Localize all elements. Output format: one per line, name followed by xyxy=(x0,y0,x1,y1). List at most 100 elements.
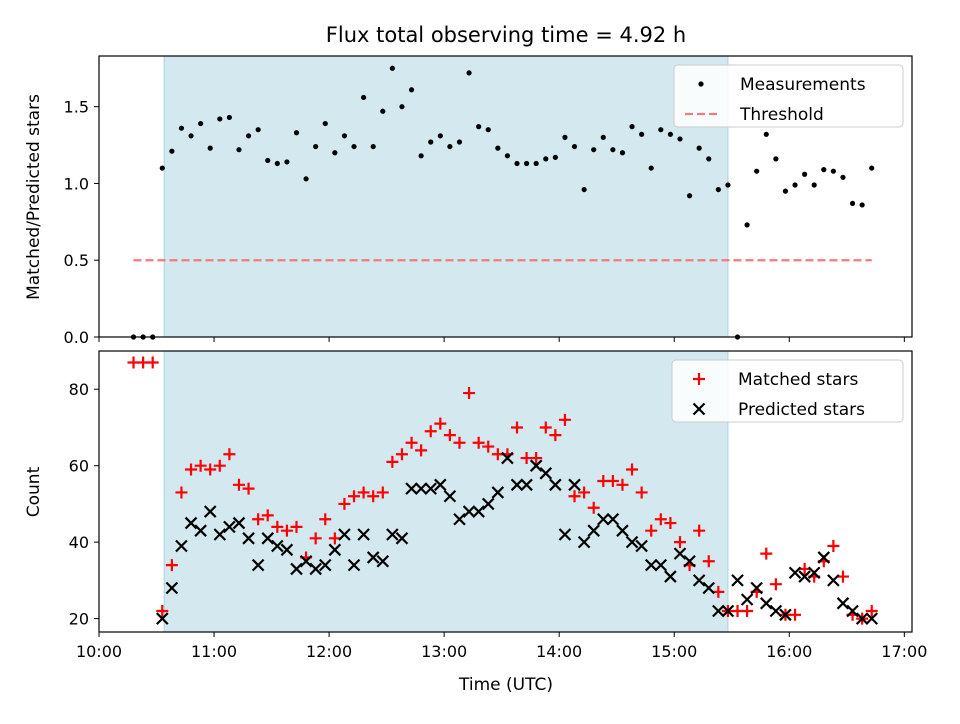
predicted-stars-point xyxy=(184,516,198,530)
predicted-stars-point xyxy=(165,581,179,595)
matched-stars-point xyxy=(578,486,591,499)
predicted-stars-point xyxy=(366,551,380,564)
matched-stars-point xyxy=(741,604,754,617)
matched-stars-point xyxy=(156,604,169,617)
measurements-point xyxy=(629,124,635,130)
measurements-point xyxy=(169,148,175,154)
measurements-point xyxy=(543,156,549,162)
matched-stars-point xyxy=(252,513,265,526)
matched-stars-point xyxy=(223,448,236,461)
predicted-stars-point xyxy=(788,566,802,580)
matched-stars-point xyxy=(309,532,322,545)
measurements-point xyxy=(399,104,405,110)
predicted-stars-point xyxy=(597,512,610,526)
measurements-point xyxy=(782,188,789,194)
measurements-point xyxy=(869,165,875,171)
predicted-stars-point xyxy=(616,524,629,537)
predicted-stars-point xyxy=(759,597,773,610)
predicted-stars-point xyxy=(501,451,514,465)
y-tick-label: 80 xyxy=(69,380,89,399)
predicted-stars-point xyxy=(673,547,687,560)
measurements-point xyxy=(284,159,290,165)
predicted-stars-point xyxy=(827,574,840,587)
x-axis-label: Time (UTC) xyxy=(458,675,553,695)
measurements-point xyxy=(303,176,309,182)
matched-stars-point xyxy=(204,463,217,476)
measurements-point xyxy=(706,156,712,162)
measurements-point xyxy=(562,134,568,140)
predicted-stars-point xyxy=(347,558,361,572)
predicted-stars-point xyxy=(434,478,447,492)
matched-stars-point xyxy=(836,570,849,583)
measurements-point xyxy=(658,127,664,133)
bottom-y-axis-label: Count xyxy=(24,466,44,517)
measurements-point xyxy=(715,186,721,193)
top-data-layer xyxy=(130,65,875,340)
predicted-stars-point xyxy=(155,612,169,625)
predicted-stars-point xyxy=(472,505,485,518)
measurements-point xyxy=(380,108,386,114)
predicted-stars-point xyxy=(280,543,294,557)
measurements-point xyxy=(207,145,213,151)
predicted-stars-point xyxy=(251,558,265,572)
predicted-stars-point xyxy=(520,478,533,492)
bottom-panel: 20 40 60 80 10:00 11:00 12:00 13:00 14:00 15:00 16… xyxy=(24,350,927,695)
top-axes: 0.0 0.5 1.0 1.5 xyxy=(64,55,913,347)
measurements-point xyxy=(754,168,760,174)
top-legend-box xyxy=(673,64,904,128)
measurements-legend-label: Measurements xyxy=(740,75,866,95)
measurements-point xyxy=(849,200,856,207)
x-tick-label: 16:00 xyxy=(766,642,812,661)
measurements-point xyxy=(686,193,693,199)
measurements-point xyxy=(773,156,779,162)
threshold-legend-label: Threshold xyxy=(739,105,824,125)
predicted-stars-point xyxy=(309,562,322,576)
predicted-stars-point xyxy=(635,539,648,553)
y-tick-label: 1.5 xyxy=(64,98,89,117)
predicted-stars-point xyxy=(376,554,390,568)
predicted-stars-point xyxy=(731,574,744,587)
measurements-point xyxy=(245,133,252,139)
x-tick-label: 17:00 xyxy=(881,642,927,661)
matched-stars-point xyxy=(645,524,658,537)
matched-stars-point xyxy=(146,356,159,369)
matched-stars-point xyxy=(386,455,399,468)
measurements-point xyxy=(811,182,817,188)
measurements-point xyxy=(859,202,865,208)
y-tick-label: 0.5 xyxy=(64,251,89,270)
predicted-stars-point xyxy=(414,482,428,495)
predicted-stars-point xyxy=(577,535,591,549)
top-y-axis-label: Matched/Predicted stars xyxy=(24,94,44,300)
matched-stars-point xyxy=(424,425,437,438)
predicted-stars-point xyxy=(606,512,620,526)
measurements-point xyxy=(437,133,443,139)
matched-stars-point xyxy=(242,482,255,495)
predicted-stars-point xyxy=(318,558,332,572)
matched-stars-point xyxy=(702,555,715,568)
predicted-stars-point xyxy=(357,528,370,541)
measurements-point xyxy=(476,124,482,130)
matched-stars-point xyxy=(626,463,639,476)
measurements-point xyxy=(744,222,750,228)
predicted-stars-point xyxy=(443,490,457,503)
matched-stars-point xyxy=(769,578,782,591)
measurements-legend-swatch xyxy=(698,81,704,87)
matched-stars-point xyxy=(712,585,725,598)
y-tick-label: 1.0 xyxy=(64,174,89,193)
predicted-stars-point xyxy=(558,528,572,541)
predicted-stars-point xyxy=(223,520,236,534)
predicted-stars-point xyxy=(654,558,668,572)
measurements-point xyxy=(610,147,616,153)
measurements-point xyxy=(840,174,846,180)
matched-stars-point xyxy=(789,608,802,621)
measurements-point xyxy=(523,160,530,167)
measurements-point xyxy=(351,143,357,150)
predicted-stars-point xyxy=(549,478,562,492)
matched-stars-point xyxy=(261,509,274,522)
matched-stars-point xyxy=(165,559,178,572)
predicted-stars-point xyxy=(587,524,600,537)
measurements-point xyxy=(821,167,827,173)
predicted-stars-point xyxy=(865,612,879,625)
predicted-stars-point xyxy=(194,524,207,537)
matched-stars-point xyxy=(319,513,332,526)
